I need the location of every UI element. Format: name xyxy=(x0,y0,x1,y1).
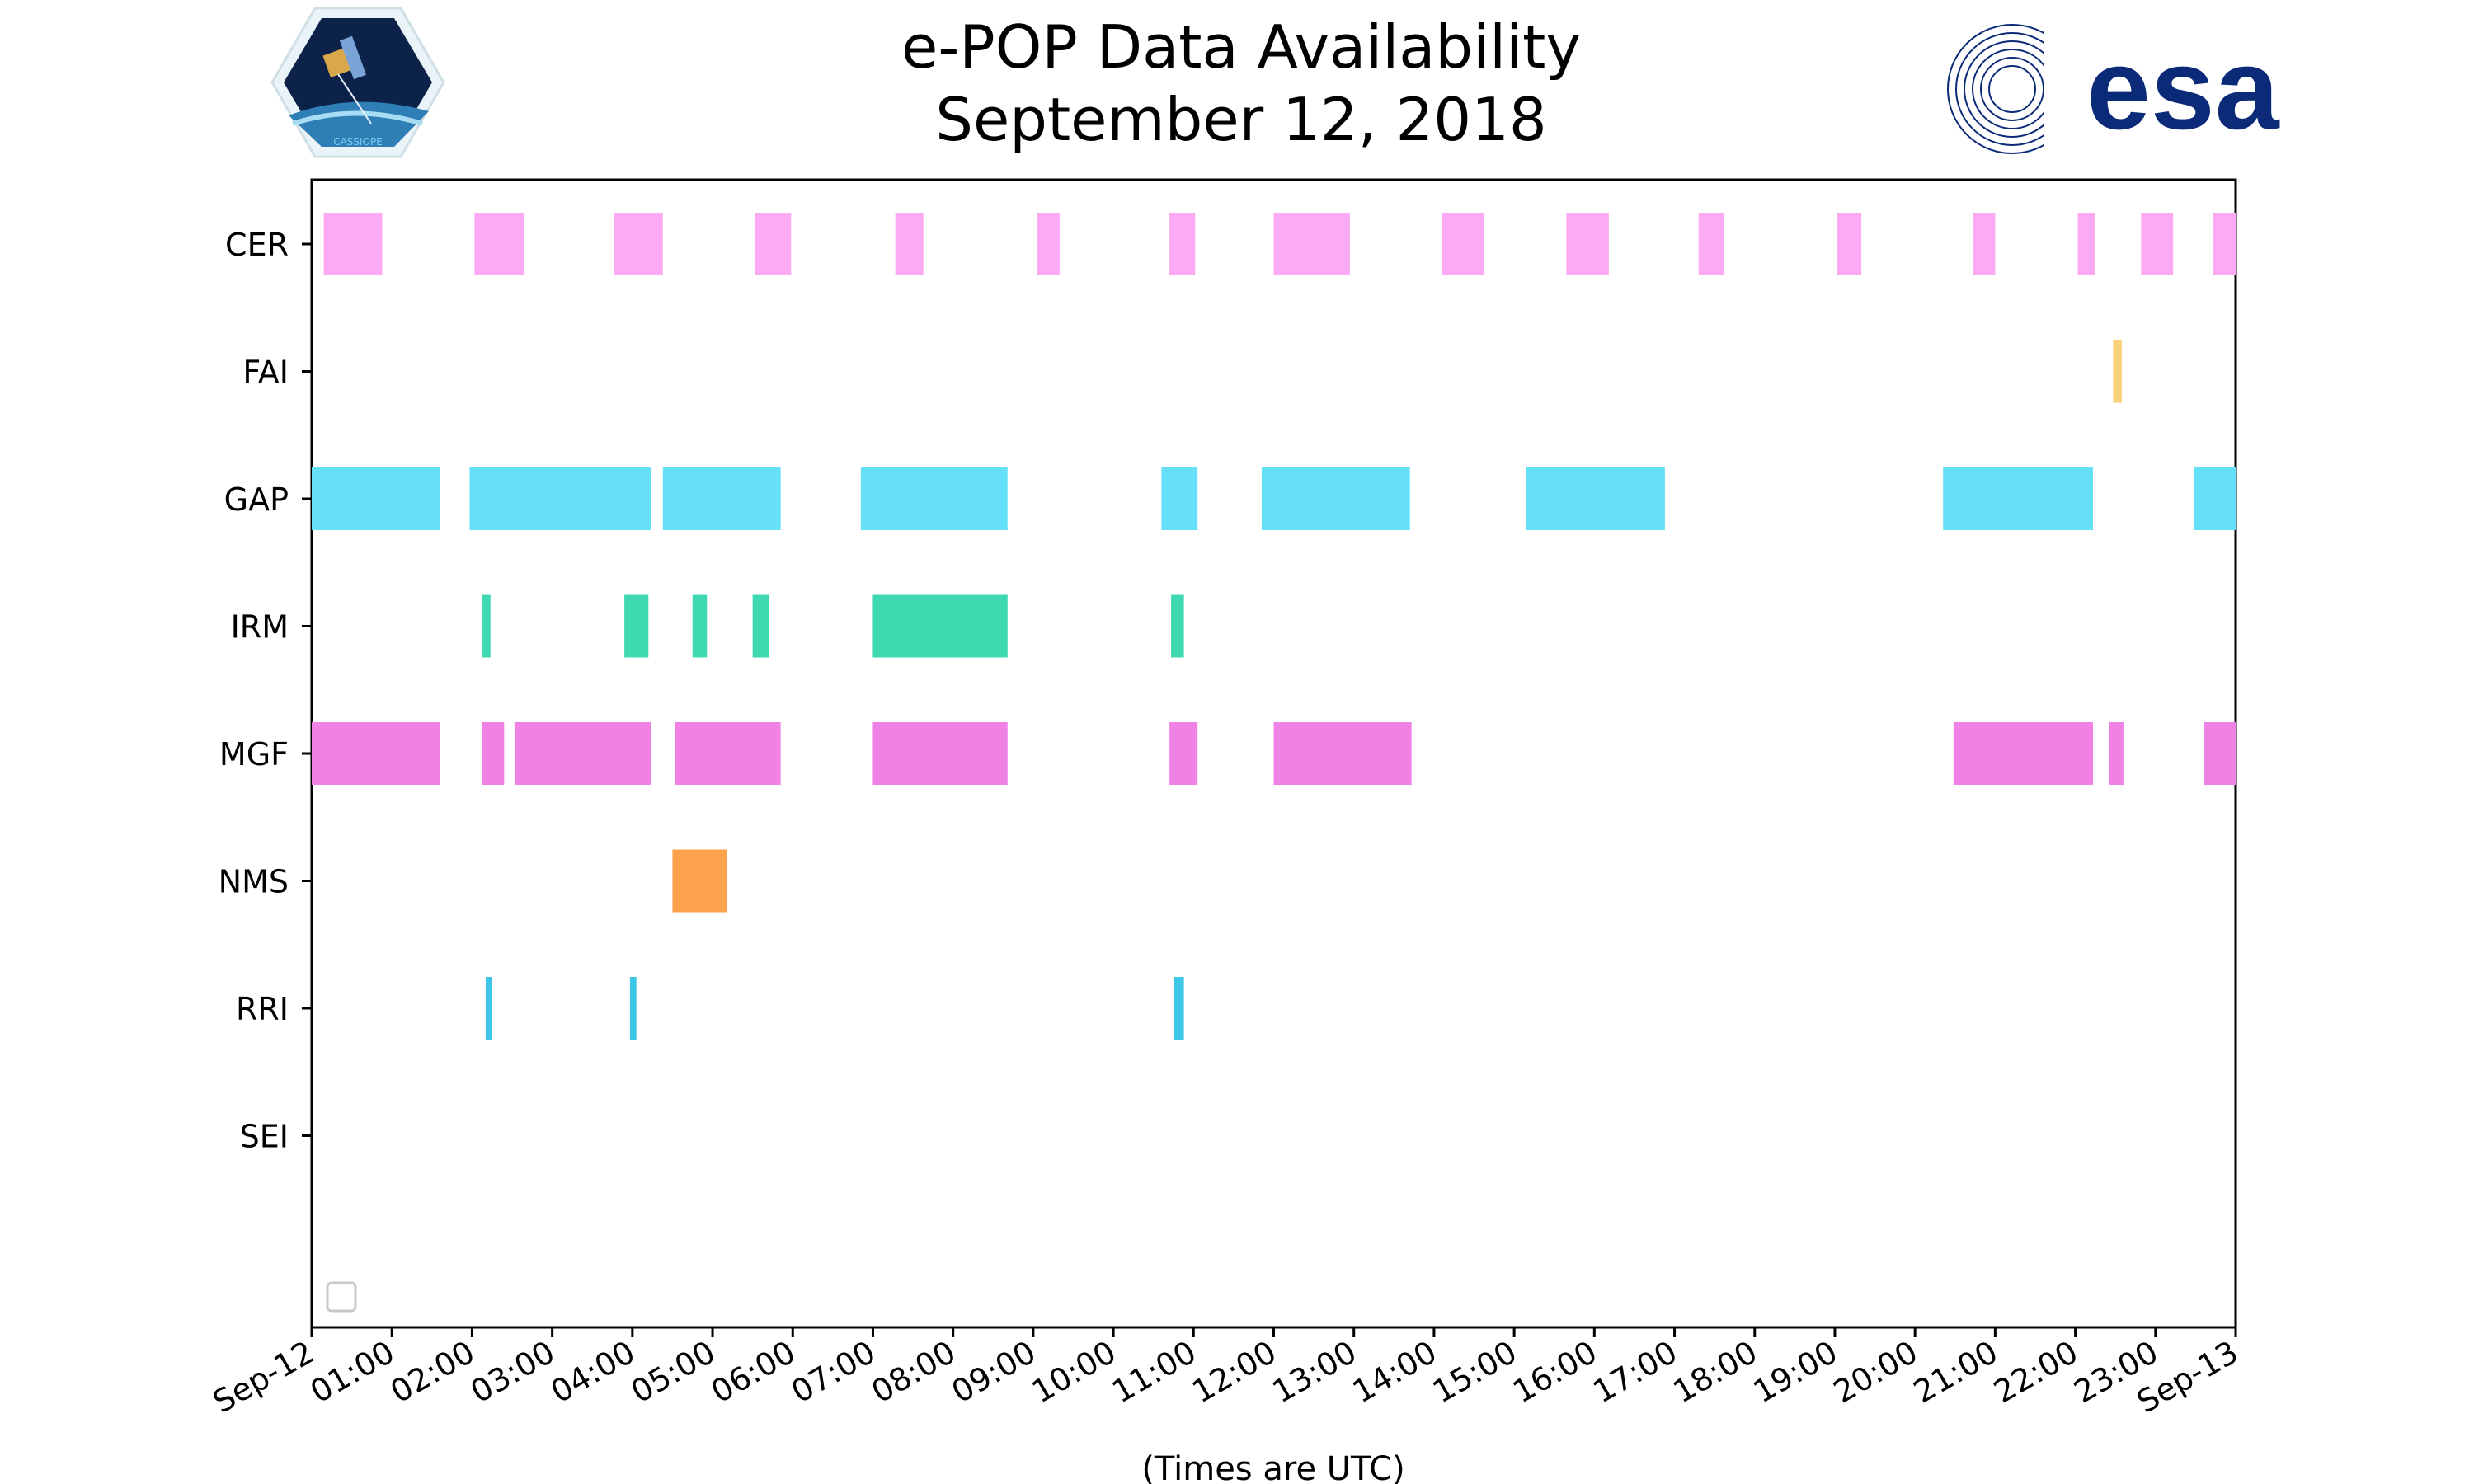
x-tick-label: 17:00 xyxy=(1587,1334,1683,1411)
x-tick-label: 05:00 xyxy=(625,1334,722,1411)
bar-cer-9 xyxy=(1566,213,1609,275)
bar-irm-2 xyxy=(692,594,708,658)
bar-rri-2 xyxy=(1173,977,1184,1040)
y-tick-label-fai: FAI xyxy=(242,355,289,391)
y-tick-label-sei: SEI xyxy=(240,1119,289,1155)
bar-nms-0 xyxy=(672,849,727,913)
x-tick-label: 16:00 xyxy=(1507,1334,1603,1411)
y-tick-label-rri: RRI xyxy=(236,991,289,1027)
availability-bars xyxy=(312,213,2236,1040)
bar-cer-3 xyxy=(755,213,792,275)
bar-irm-4 xyxy=(872,594,1008,658)
bar-cer-12 xyxy=(1973,213,1996,275)
bar-mgf-7 xyxy=(1953,722,2093,785)
x-tick-label: 11:00 xyxy=(1106,1334,1202,1411)
bar-gap-5 xyxy=(1261,467,1410,530)
x-tick-label: 10:00 xyxy=(1026,1334,1122,1411)
x-tick-label: 12:00 xyxy=(1186,1334,1282,1411)
x-tick-label: 14:00 xyxy=(1347,1334,1443,1411)
y-tick-label-irm: IRM xyxy=(231,609,289,646)
bar-cer-4 xyxy=(895,213,924,275)
bar-mgf-1 xyxy=(482,722,505,785)
chart-title: e-POP Data Availability xyxy=(901,12,1581,82)
bar-mgf-3 xyxy=(675,722,781,785)
bar-gap-3 xyxy=(860,467,1008,530)
x-axis-label: (Times are UTC) xyxy=(1141,1450,1404,1484)
bar-mgf-2 xyxy=(514,722,651,785)
chart-subtitle: September 12, 2018 xyxy=(935,85,1546,154)
bar-cer-15 xyxy=(2213,213,2236,275)
bar-mgf-4 xyxy=(872,722,1008,785)
x-tick-label: 21:00 xyxy=(1907,1334,2004,1411)
x-tick-label: 18:00 xyxy=(1667,1334,1763,1411)
bar-cer-7 xyxy=(1273,213,1350,275)
bar-mgf-8 xyxy=(2109,722,2124,785)
bar-mgf-6 xyxy=(1273,722,1412,785)
bar-mgf-9 xyxy=(2204,722,2236,785)
bar-gap-1 xyxy=(469,467,651,530)
bar-cer-11 xyxy=(1837,213,1862,275)
cassiope-logo-label: CASSIOPE xyxy=(333,136,383,148)
legend-box xyxy=(326,1281,357,1313)
x-tick-label: 02:00 xyxy=(384,1334,481,1411)
bar-gap-6 xyxy=(1526,467,1665,530)
bar-gap-8 xyxy=(2194,467,2236,530)
bar-rri-0 xyxy=(485,977,492,1040)
bar-cer-6 xyxy=(1169,213,1196,275)
bar-mgf-0 xyxy=(312,722,440,785)
x-tick-label: 03:00 xyxy=(464,1334,561,1411)
bar-cer-5 xyxy=(1037,213,1060,275)
bar-cer-1 xyxy=(474,213,524,275)
y-tick-label-cer: CER xyxy=(225,227,289,263)
x-tick-label: 13:00 xyxy=(1266,1334,1362,1411)
y-axis: CER FAI GAP IRM MGF NMS RRI SEI xyxy=(219,227,312,1155)
x-tick-label: 19:00 xyxy=(1747,1334,1844,1411)
cassiope-logo: CASSIOPE xyxy=(270,7,445,158)
bar-cer-8 xyxy=(1442,213,1484,275)
bar-cer-13 xyxy=(2077,213,2095,275)
bar-mgf-5 xyxy=(1169,722,1198,785)
x-tick-label: 06:00 xyxy=(705,1334,802,1411)
x-tick-label: 20:00 xyxy=(1827,1334,1924,1411)
x-tick-label: 01:00 xyxy=(304,1334,401,1411)
esa-logo: esa xyxy=(1947,24,2280,154)
x-tick-label: 15:00 xyxy=(1427,1334,1523,1411)
bar-irm-5 xyxy=(1171,594,1184,658)
bar-gap-2 xyxy=(662,467,781,530)
bar-cer-10 xyxy=(1698,213,1724,275)
x-tick-label: 04:00 xyxy=(544,1334,641,1411)
x-tick-label: 09:00 xyxy=(946,1334,1042,1411)
x-tick-label: 07:00 xyxy=(785,1334,882,1411)
bar-irm-0 xyxy=(482,594,491,658)
x-tick-label: 08:00 xyxy=(865,1334,962,1411)
y-tick-label-gap: GAP xyxy=(224,481,289,518)
y-tick-label-mgf: MGF xyxy=(219,736,289,773)
bar-gap-0 xyxy=(312,467,440,530)
bar-gap-7 xyxy=(1943,467,2093,530)
bar-irm-3 xyxy=(752,594,769,658)
x-tick-label: 22:00 xyxy=(1987,1334,2084,1411)
bar-fai-0 xyxy=(2113,340,2122,403)
bar-rri-1 xyxy=(629,977,637,1040)
esa-logo-text: esa xyxy=(2086,24,2280,153)
x-axis: Sep-1201:0002:0003:0004:0005:0006:0007:0… xyxy=(207,1327,2245,1421)
bar-irm-1 xyxy=(624,594,649,658)
bar-cer-2 xyxy=(614,213,663,275)
bar-gap-4 xyxy=(1161,467,1198,530)
bar-cer-0 xyxy=(323,213,383,275)
x-tick-label: Sep-12 xyxy=(207,1334,321,1421)
bar-cer-14 xyxy=(2141,213,2174,275)
y-tick-label-nms: NMS xyxy=(219,864,289,900)
